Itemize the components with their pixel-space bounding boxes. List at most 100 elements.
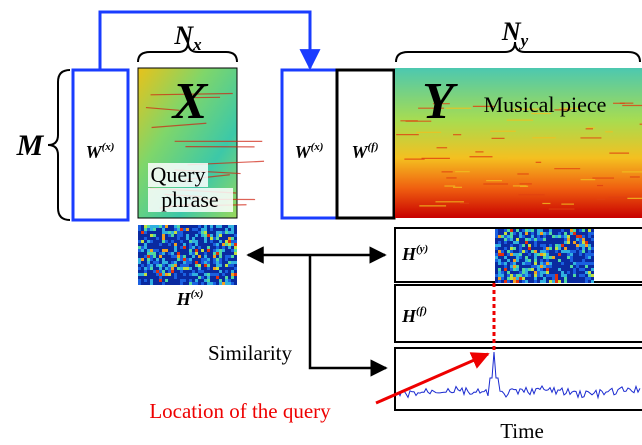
cell: [219, 255, 222, 258]
cell: [495, 244, 498, 247]
cell: [144, 243, 147, 246]
cell: [522, 256, 525, 259]
cell: [504, 241, 507, 244]
cell: [543, 262, 546, 265]
cell: [507, 232, 510, 235]
cell: [537, 271, 540, 274]
cell: [504, 277, 507, 280]
cell: [201, 282, 204, 285]
cell: [141, 246, 144, 249]
cell: [546, 232, 549, 235]
cell: [207, 273, 210, 276]
cell: [177, 255, 180, 258]
cell: [231, 270, 234, 273]
cell: [174, 273, 177, 276]
cell: [582, 274, 585, 277]
cell: [549, 262, 552, 265]
cell: [567, 277, 570, 280]
cell: [222, 252, 225, 255]
cell: [588, 280, 591, 283]
cell: [183, 249, 186, 252]
cell: [528, 277, 531, 280]
cell: [234, 231, 237, 234]
cell: [234, 225, 237, 228]
cell: [552, 247, 555, 250]
cell: [168, 243, 171, 246]
cell: [141, 240, 144, 243]
cell: [150, 267, 153, 270]
cell: [162, 249, 165, 252]
cell: [213, 273, 216, 276]
cell: [555, 241, 558, 244]
cell: [195, 234, 198, 237]
cell: [561, 262, 564, 265]
cell: [531, 262, 534, 265]
cell: [576, 238, 579, 241]
cell: [558, 235, 561, 238]
cell: [591, 265, 594, 268]
cell: [144, 255, 147, 258]
cell: [591, 232, 594, 235]
cell: [219, 267, 222, 270]
cell: [195, 231, 198, 234]
cell: [225, 255, 228, 258]
cell: [222, 258, 225, 261]
cell: [513, 274, 516, 277]
cell: [204, 279, 207, 282]
cell: [561, 280, 564, 283]
cell: [564, 241, 567, 244]
cell: [582, 232, 585, 235]
cell: [207, 243, 210, 246]
cell: [546, 250, 549, 253]
cell: [144, 249, 147, 252]
cell: [201, 237, 204, 240]
cell: [510, 256, 513, 259]
cell: [504, 235, 507, 238]
cell: [177, 267, 180, 270]
cell: [201, 261, 204, 264]
cell: [180, 279, 183, 282]
cell: [204, 237, 207, 240]
cell: [540, 232, 543, 235]
cell: [531, 256, 534, 259]
cell: [543, 268, 546, 271]
cell: [141, 279, 144, 282]
cell: [186, 282, 189, 285]
cell: [165, 231, 168, 234]
cell: [219, 273, 222, 276]
cell: [153, 282, 156, 285]
cell: [195, 264, 198, 267]
cell: [573, 280, 576, 283]
cell: [519, 238, 522, 241]
cell: [138, 246, 141, 249]
cell: [513, 271, 516, 274]
cell: [501, 271, 504, 274]
cell: [498, 235, 501, 238]
cell: [585, 235, 588, 238]
cell: [504, 247, 507, 250]
cell: [522, 244, 525, 247]
cell: [192, 282, 195, 285]
cell: [549, 256, 552, 259]
cell: [519, 232, 522, 235]
cell: [144, 273, 147, 276]
cell: [567, 256, 570, 259]
cell: [177, 228, 180, 231]
cell: [162, 228, 165, 231]
cell: [576, 247, 579, 250]
cell: [591, 235, 594, 238]
cell: [204, 255, 207, 258]
cell: [588, 250, 591, 253]
cell: [579, 256, 582, 259]
cell: [522, 247, 525, 250]
cell: [495, 259, 498, 262]
cell: [180, 237, 183, 240]
cell: [201, 270, 204, 273]
cell: [507, 262, 510, 265]
cell: [231, 255, 234, 258]
cell: [501, 259, 504, 262]
cell: [186, 273, 189, 276]
cell: [501, 238, 504, 241]
cell: [156, 228, 159, 231]
cell: [537, 238, 540, 241]
